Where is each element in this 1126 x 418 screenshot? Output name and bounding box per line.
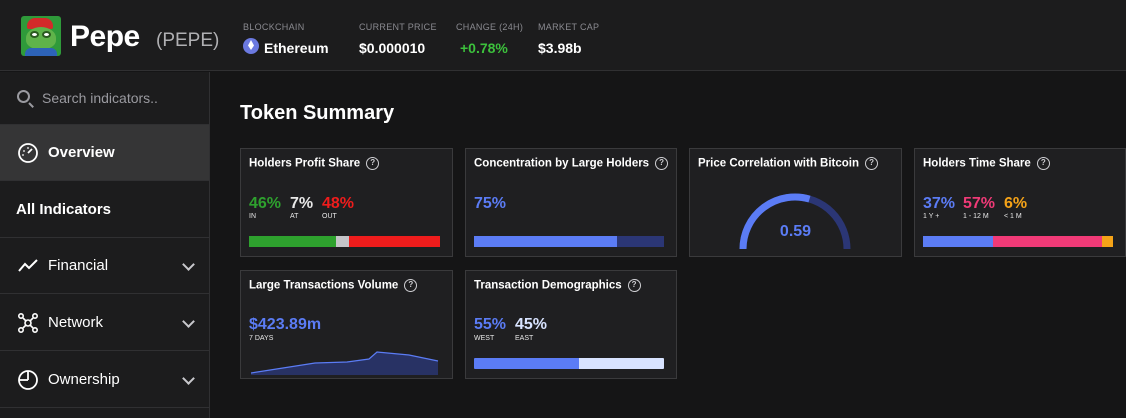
token-ticker: (PEPE) — [156, 30, 220, 51]
blockchain-label: BLOCKCHAIN — [243, 22, 305, 32]
short-term-percent: 6% — [1004, 195, 1028, 212]
help-icon[interactable]: ? — [1036, 157, 1050, 170]
network-icon — [17, 312, 39, 334]
sidebar-item-financial[interactable]: Financial — [0, 238, 209, 294]
token-title: Pepe — [70, 20, 140, 53]
in-label: IN — [249, 213, 256, 220]
time-share-bar — [923, 236, 1113, 247]
sidebar-item-label: All Indicators — [16, 201, 112, 218]
holders-profit-card[interactable]: Holders Profit Share? 46% 7% 48% IN AT O… — [240, 148, 453, 257]
bar-segment-east — [578, 358, 664, 369]
sidebar-item-label: Ownership — [48, 371, 120, 388]
bar-segment-west — [474, 358, 579, 369]
concentration-card[interactable]: Concentration by Large Holders? 75% — [465, 148, 677, 257]
volume-sparkline — [251, 351, 439, 375]
help-icon[interactable]: ? — [627, 279, 641, 292]
bar-segment-in — [249, 236, 336, 247]
bar-segment-out — [349, 236, 440, 247]
help-icon[interactable]: ? — [655, 157, 669, 170]
search-icon — [17, 90, 30, 103]
concentration-percent: 75% — [474, 195, 507, 212]
time-share-card[interactable]: Holders Time Share? 37% 57% 6% 1 Y + 1 -… — [914, 148, 1126, 257]
mid-term-label: 1 - 12 M — [963, 213, 989, 220]
sidebar: Overview All Indicators Financial Networ… — [0, 72, 210, 418]
sparkline-line — [251, 351, 439, 374]
sidebar-item-label: Overview — [48, 144, 115, 161]
concentration-bar — [474, 236, 664, 247]
in-percent: 46% — [249, 195, 282, 212]
section-title: Token Summary — [240, 102, 395, 124]
card-title: Price Correlation with Bitcoin — [698, 157, 860, 170]
correlation-value: 0.59 — [779, 223, 812, 240]
card-title: Concentration by Large Holders — [474, 157, 650, 170]
out-label: OUT — [322, 213, 337, 220]
blockchain-value: Ethereum — [264, 40, 329, 56]
price-value: $0.000010 — [359, 40, 426, 56]
bar-fill — [474, 236, 617, 247]
gauge-fill — [739, 193, 811, 250]
change-value: +0.78% — [460, 40, 508, 56]
sidebar-item-label: Network — [48, 314, 104, 331]
sidebar-item-ownership[interactable]: Ownership — [0, 352, 209, 408]
volume-period: 7 DAYS — [249, 335, 274, 342]
chevron-down-icon[interactable] — [182, 258, 195, 271]
card-title: Holders Profit Share — [249, 157, 361, 170]
card-title: Transaction Demographics — [474, 279, 622, 292]
large-transactions-card[interactable]: Large Transactions Volume? $423.89m 7 DA… — [240, 270, 453, 379]
correlation-card[interactable]: Price Correlation with Bitcoin? 0.59 — [689, 148, 902, 257]
short-term-label: < 1 M — [1004, 213, 1022, 220]
market-cap-label: MARKET CAP — [538, 22, 600, 32]
at-percent: 7% — [290, 195, 314, 212]
profit-share-bar — [249, 236, 440, 247]
correlation-gauge — [739, 193, 851, 250]
bar-segment-mid — [993, 236, 1102, 247]
sidebar-item-network[interactable]: Network — [0, 295, 209, 351]
at-label: AT — [290, 213, 299, 220]
search-input[interactable] — [42, 88, 192, 108]
bar-segment-short — [1101, 236, 1113, 247]
gauge-icon — [18, 143, 38, 163]
bar-segment-long — [923, 236, 994, 247]
sparkline-area — [251, 352, 438, 375]
ethereum-icon — [243, 38, 259, 54]
long-term-label: 1 Y + — [923, 213, 940, 220]
pie-icon — [18, 370, 38, 390]
demographics-card[interactable]: Transaction Demographics? 55% 45% WEST E… — [465, 270, 677, 379]
price-label: CURRENT PRICE — [359, 22, 437, 32]
help-icon[interactable]: ? — [366, 157, 380, 170]
sidebar-item-overview[interactable]: Overview — [0, 125, 209, 181]
help-icon[interactable]: ? — [404, 279, 418, 292]
mid-term-percent: 57% — [963, 195, 996, 212]
help-icon[interactable]: ? — [865, 157, 879, 170]
west-label: WEST — [474, 335, 495, 342]
card-title: Holders Time Share — [923, 157, 1031, 170]
change-label: CHANGE (24H) — [456, 22, 524, 32]
demographics-bar — [474, 358, 664, 369]
top-header: Pepe (PEPE) BLOCKCHAIN Ethereum CURRENT … — [0, 0, 1126, 71]
east-percent: 45% — [515, 316, 548, 333]
volume-value: $423.89m — [249, 316, 322, 333]
sidebar-item-label: Financial — [48, 257, 109, 274]
out-percent: 48% — [322, 195, 355, 212]
east-label: EAST — [515, 335, 534, 342]
bar-segment-at — [335, 236, 350, 247]
card-title: Large Transactions Volume — [249, 279, 399, 292]
pepe-logo — [21, 16, 61, 56]
west-percent: 55% — [474, 316, 507, 333]
search-box — [0, 72, 209, 125]
market-cap-value: $3.98b — [538, 40, 582, 56]
sidebar-item-all-indicators[interactable]: All Indicators — [0, 182, 209, 238]
chevron-down-icon[interactable] — [182, 372, 195, 385]
trend-line-icon — [18, 259, 38, 272]
long-term-percent: 37% — [923, 195, 956, 212]
chevron-down-icon[interactable] — [182, 315, 195, 328]
